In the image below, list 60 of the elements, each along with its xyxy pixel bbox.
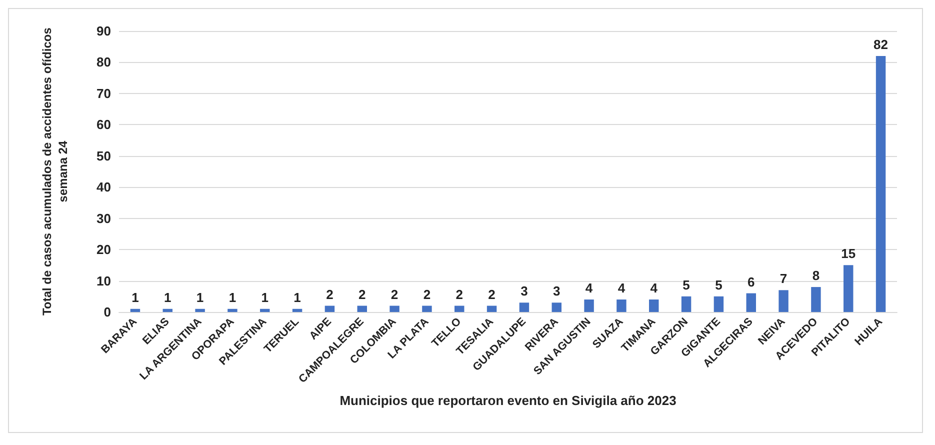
y-tick-label: 50 <box>96 148 111 164</box>
data-label: 3 <box>520 284 528 299</box>
bar <box>162 308 172 312</box>
data-label: 4 <box>585 280 594 296</box>
bar <box>260 308 270 312</box>
bar <box>324 306 335 312</box>
data-label: 2 <box>423 286 431 302</box>
bar <box>195 308 205 312</box>
bar <box>519 302 530 312</box>
data-label: 2 <box>326 286 334 302</box>
data-label: 3 <box>553 284 560 299</box>
bar <box>778 290 788 312</box>
data-label: 5 <box>715 277 722 292</box>
y-tick-label: 0 <box>104 304 111 320</box>
data-label: 1 <box>228 290 236 305</box>
y-axis-title: Total de casos acumulados de accidentes ofídicos semana 24 <box>40 27 70 316</box>
bar <box>454 306 464 312</box>
y-tick-label: 90 <box>96 24 111 38</box>
data-label: 7 <box>780 271 788 286</box>
bar <box>616 300 626 312</box>
bar <box>130 308 140 312</box>
bar <box>486 306 497 312</box>
bar <box>811 287 821 312</box>
data-label: 2 <box>358 286 366 302</box>
y-tick-label: 20 <box>96 242 111 258</box>
bar <box>292 308 302 312</box>
data-label: 4 <box>618 280 626 296</box>
bar <box>584 300 594 312</box>
y-tick-label: 30 <box>96 210 111 226</box>
bar <box>746 293 756 312</box>
data-label: 8 <box>812 268 820 284</box>
data-label: 1 <box>132 290 139 305</box>
data-label: 4 <box>650 280 658 296</box>
bar <box>422 306 432 312</box>
data-label: 15 <box>841 246 856 262</box>
data-label: 2 <box>456 286 463 302</box>
data-label: 6 <box>748 274 755 290</box>
bar <box>649 300 659 312</box>
y-tick-label: 40 <box>96 180 111 195</box>
bar <box>876 56 886 312</box>
data-label: 1 <box>261 290 268 305</box>
bar <box>552 302 562 312</box>
bar <box>844 265 854 312</box>
y-tick-label: 80 <box>96 54 111 70</box>
bar <box>390 306 400 312</box>
bar <box>357 306 367 312</box>
bar <box>228 308 238 312</box>
data-label: 2 <box>390 286 398 302</box>
y-tick-label: 70 <box>96 86 111 101</box>
y-tick-label: 10 <box>96 273 111 288</box>
data-label: 1 <box>294 290 301 305</box>
data-label: 1 <box>164 290 172 305</box>
y-tick-label: 60 <box>96 117 111 132</box>
data-label: 5 <box>682 277 690 292</box>
data-label: 2 <box>488 286 496 302</box>
data-label: 1 <box>196 290 204 305</box>
x-axis-title: Municipios que reportaron evento en Sivigila año 2023 <box>340 393 676 408</box>
bar <box>681 296 692 312</box>
data-label: 82 <box>874 36 888 52</box>
bar <box>714 296 724 312</box>
